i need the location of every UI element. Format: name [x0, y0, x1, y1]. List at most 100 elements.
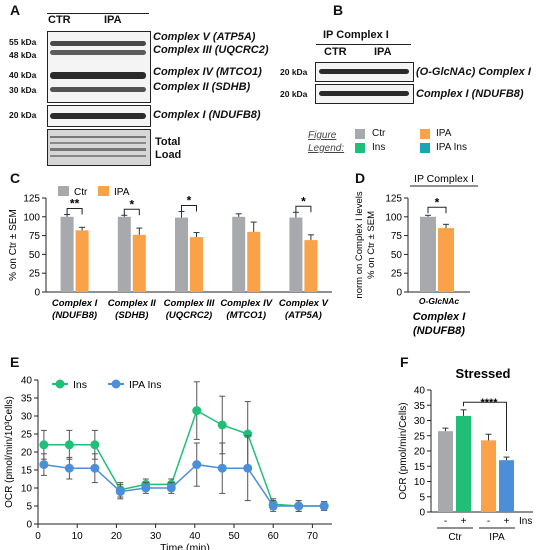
- group-label-ipa: IPA: [489, 532, 505, 543]
- y-tick-label: 30: [414, 416, 426, 427]
- significance-1-label: *: [129, 197, 134, 211]
- y-tick-label: 50: [29, 250, 41, 261]
- data-point-1-7: [217, 463, 227, 473]
- bar-ctr-0: [60, 216, 74, 292]
- significance-0-bracket: [66, 208, 83, 215]
- bar-ctr-3: [232, 216, 246, 292]
- x-tick-label: 40: [189, 531, 201, 542]
- x-tick-label: 30: [150, 531, 162, 542]
- category-label-0: Complex I: [52, 298, 98, 309]
- category-label-3: Complex IV: [220, 298, 272, 309]
- chart-panel-d: IP Complex I 0 25 50 75 100 125 norm on Complex…: [354, 173, 478, 337]
- legend-label-ctr: Ctr: [372, 128, 386, 139]
- category-label: O-GlcNAc: [419, 296, 459, 306]
- y-tick-label: 20: [21, 448, 33, 459]
- y-tick-label: 25: [414, 431, 426, 442]
- y-axis-label: OCR (pmol/min/10³Cells): [4, 396, 15, 508]
- ins-label: Ins: [519, 516, 532, 527]
- category-label-2: Complex III: [164, 298, 215, 309]
- y-tick-label: 50: [391, 250, 403, 261]
- total-load-label: Total Load: [155, 136, 182, 161]
- x-axis-label: Time (min): [160, 542, 210, 550]
- chart-title: IP Complex I: [414, 173, 474, 185]
- significance-bracket: [427, 206, 447, 214]
- data-point-0-0: [39, 440, 49, 450]
- legend-label-ipa: IPA: [436, 128, 452, 139]
- y-tick-label: 40: [414, 386, 426, 397]
- blot-oglcnac: [315, 62, 414, 82]
- blot-label-complex-iv: Complex IV (MTCO1): [153, 66, 262, 78]
- legend-swatch-ctr: [355, 129, 365, 139]
- bar-0: [438, 431, 453, 512]
- legend-label-ctr: Ctr: [74, 187, 88, 198]
- marker-40kda: 40 kDa: [9, 70, 37, 80]
- y-tick-label: 100: [23, 212, 40, 223]
- blot-main: [47, 31, 151, 103]
- group-label-ipa: IPA: [104, 14, 122, 26]
- y-axis-label-line2: % on Ctr ± SEM: [366, 211, 377, 279]
- data-point-0-7: [217, 420, 227, 430]
- bar-ctr-2: [175, 217, 188, 292]
- x-tick-label: 70: [307, 531, 319, 542]
- data-point-1-1: [64, 463, 74, 473]
- marker-20kda-b1: 20 kDa: [280, 67, 308, 77]
- ins-sign-0: -: [444, 516, 447, 527]
- y-tick-label: 0: [419, 508, 425, 519]
- significance-1-bracket: [123, 208, 140, 216]
- legend-marker-1: [111, 379, 121, 389]
- category-sublabel-4: (ATP5A): [285, 310, 322, 321]
- blot-label-complex-ii: Complex II (SDHB): [153, 81, 251, 93]
- legend-marker-0: [55, 379, 65, 389]
- legend-swatch-ipa-ins: [420, 143, 430, 153]
- y-tick-label: 75: [29, 231, 41, 242]
- y-axis-label: % on Ctr ± SEM: [8, 209, 19, 281]
- chart-panel-e: 0 5 10 15 20 25 30 35 40 0 10 20 30 40 50 60 70 Time (min…: [4, 376, 332, 550]
- blot-label-complex-v: Complex V (ATP5A): [153, 31, 256, 43]
- data-point-0-1: [64, 440, 74, 450]
- y-tick-label: 125: [385, 194, 402, 205]
- data-point-1-3: [115, 487, 125, 497]
- significance-4-bracket: [295, 205, 312, 213]
- data-point-1-5: [166, 483, 176, 493]
- data-point-0-2: [90, 440, 100, 450]
- figure-legend-title: Figure Legend:: [308, 130, 345, 154]
- series-line-1: [43, 463, 325, 507]
- category-sublabel-2: (UQCRC2): [166, 310, 212, 321]
- y-tick-label: 125: [23, 194, 40, 205]
- bar-ipa-1: [132, 234, 146, 292]
- significance-bracket: [463, 401, 507, 451]
- y-tick-label: 40: [21, 376, 33, 387]
- ins-sign-2: -: [487, 516, 490, 527]
- y-tick-label: 15: [21, 466, 33, 477]
- y-tick-label: 5: [419, 492, 425, 503]
- data-point-1-11: [319, 501, 329, 511]
- legend-label-ins: Ins: [372, 142, 386, 153]
- bar-1: [456, 415, 471, 512]
- y-tick-label: 0: [396, 288, 402, 299]
- legend-label-ipa-ins: IPA Ins: [436, 142, 467, 153]
- bar-ctr-4: [289, 217, 303, 292]
- bar-ipa-2: [190, 237, 203, 292]
- bar-ipa-4: [304, 240, 318, 292]
- panel-label-b: B: [333, 2, 344, 18]
- blot-total-load: [47, 129, 151, 166]
- blot-label-oglcnac: (O-GlcNAc) Complex I: [416, 66, 531, 78]
- x-tick-label: 60: [268, 531, 280, 542]
- y-tick-label: 25: [391, 269, 403, 280]
- x-tick-label: 50: [228, 531, 240, 542]
- group-label-ctr-b: CTR: [324, 46, 347, 58]
- data-point-1-4: [141, 483, 151, 493]
- bar-ipa: [438, 228, 454, 292]
- panel-label-d: D: [355, 170, 366, 186]
- legend-swatch-ctr: [58, 186, 69, 196]
- y-tick-label: 100: [385, 212, 402, 223]
- y-tick-label: 10: [414, 477, 426, 488]
- ins-sign-1: +: [461, 516, 467, 527]
- bar-ipa-3: [247, 231, 261, 292]
- marker-20kda-b2: 20 kDa: [280, 89, 308, 99]
- ip-title: IP Complex I: [323, 29, 389, 41]
- y-tick-label: 5: [26, 502, 32, 513]
- panel-label-a: A: [10, 2, 21, 18]
- y-tick-label: 0: [34, 288, 40, 299]
